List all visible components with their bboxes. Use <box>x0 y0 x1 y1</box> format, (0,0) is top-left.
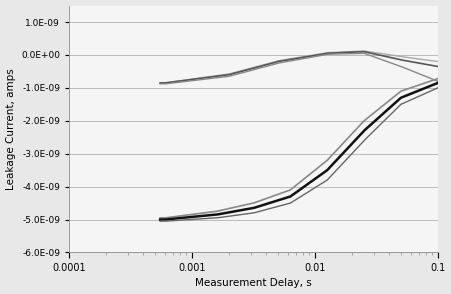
Y-axis label: Leakage Current, amps: Leakage Current, amps <box>5 68 15 190</box>
X-axis label: Measurement Delay, s: Measurement Delay, s <box>195 278 312 288</box>
